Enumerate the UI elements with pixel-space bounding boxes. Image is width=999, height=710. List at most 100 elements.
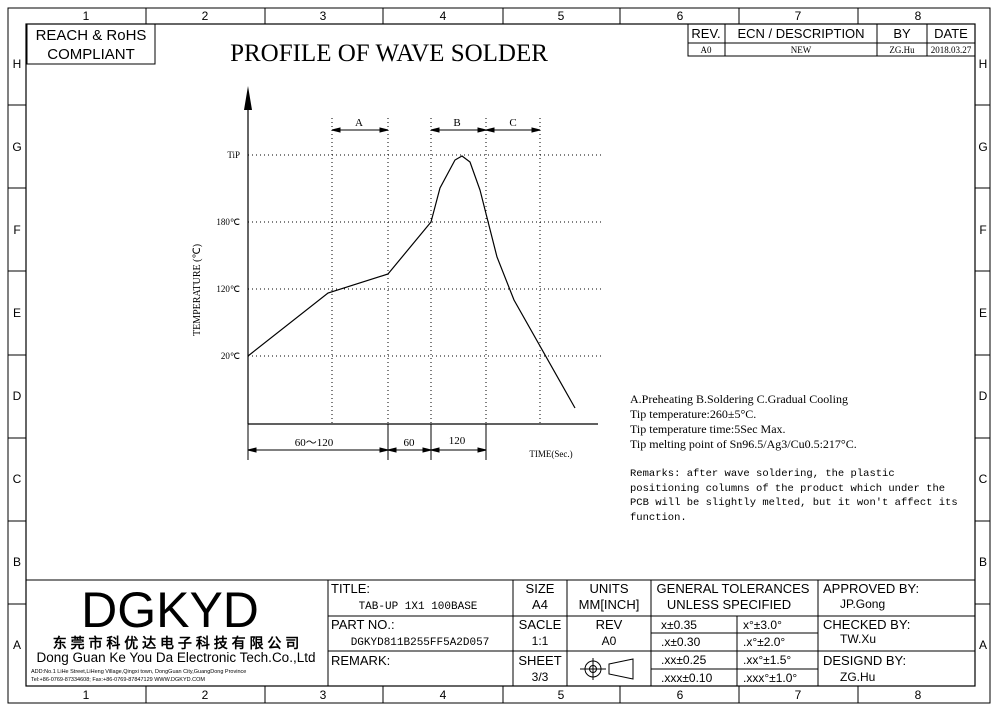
duration-label-ramp: 60	[404, 437, 416, 449]
row-label-left: C	[13, 472, 22, 486]
approved-label: APPROVED BY:	[823, 581, 919, 596]
row-label-right: B	[979, 555, 987, 569]
company-name-cn: 东 莞 市 科 优 达 电 子 科 技 有 限 公 司	[53, 635, 300, 651]
rev-value: A0	[701, 45, 712, 55]
row-label-left: F	[13, 223, 20, 237]
company-address: ADD:No.1 LiHe Street,LiHeng Village,Qing…	[31, 669, 246, 675]
profile-curve	[247, 155, 576, 409]
approved-value: JP.Gong	[840, 597, 885, 611]
rev-value-block: A0	[602, 634, 617, 648]
y-tick-label: 120℃	[216, 284, 240, 294]
tolerance-angular: x°±3.0°	[743, 618, 782, 632]
y-tick-label: 20℃	[221, 351, 240, 361]
row-label-right: C	[979, 472, 988, 486]
remarks-line: PCB will be slightly melted, but it won'…	[630, 497, 958, 509]
duration-label-preheat: 60～120	[295, 437, 334, 449]
by-header: BY	[893, 26, 911, 41]
y-axis-arrow	[244, 86, 252, 110]
col-label-top: 6	[677, 9, 684, 23]
zone-label-c: C	[509, 117, 516, 129]
title-value: TAB-UP 1X1 100BASE	[359, 601, 478, 613]
tolerance-linear: x±0.35	[661, 618, 697, 632]
col-label-top: 5	[558, 9, 565, 23]
title-block: DGKYD 东 莞 市 科 优 达 电 子 科 技 有 限 公 司 Dong G…	[26, 579, 975, 686]
tolerance-linear: .xxx±0.10	[661, 671, 713, 685]
scale-label: SACLE	[519, 617, 562, 632]
part-label: PART NO.:	[331, 617, 395, 632]
ecn-value: NEW	[791, 45, 812, 55]
col-label-bottom: 8	[915, 688, 922, 702]
units-label: UNITS	[590, 581, 629, 596]
zone-dimensions	[331, 127, 541, 133]
x-axis-label: TIME(Sec.)	[529, 449, 572, 459]
tolerance-angular: .x°±2.0°	[743, 635, 785, 649]
row-label-right: A	[979, 638, 987, 652]
notes-tip-time: Tip temperature time:5Sec Max.	[630, 422, 786, 436]
tolerance-angular: .xx°±1.5°	[743, 653, 791, 667]
duration-dimensions	[247, 424, 487, 460]
row-label-left: D	[13, 389, 22, 403]
compliance-box: REACH & RoHS COMPLIANT	[26, 23, 156, 65]
col-label-top: 4	[440, 9, 447, 23]
notes-tip-melt: Tip melting point of Sn96.5/Ag3/Cu0.5:21…	[630, 437, 857, 451]
duration-label-solder: 120	[449, 435, 466, 447]
compliance-line1: REACH & RoHS	[36, 27, 147, 44]
size-value: A4	[532, 597, 548, 612]
temperature-guides	[248, 154, 602, 357]
col-label-bottom: 5	[558, 688, 565, 702]
col-label-bottom: 4	[440, 688, 447, 702]
row-label-left: A	[13, 638, 21, 652]
row-label-right: G	[978, 140, 987, 154]
zone-label-b: B	[453, 117, 460, 129]
zone-label-a: A	[355, 117, 363, 129]
company-name-en: Dong Guan Ke You Da Electronic Tech.Co.,…	[37, 650, 316, 665]
revision-block: REV. ECN / DESCRIPTION BY DATE A0 NEW ZG…	[687, 23, 976, 57]
checked-value: TW.Xu	[840, 632, 876, 646]
date-value: 2018.03.27	[931, 45, 972, 55]
remark-label: REMARK:	[331, 653, 390, 668]
remarks-line: function.	[630, 512, 687, 524]
col-label-top: 3	[320, 9, 327, 23]
designed-label: DESIGND BY:	[823, 653, 906, 668]
col-label-top: 7	[795, 9, 802, 23]
notes-legend: A.Preheating B.Soldering C.Gradual Cooli…	[630, 392, 848, 406]
part-value: DGKYD811B255FF5A2D057	[351, 637, 490, 649]
sheet-label: SHEET	[518, 653, 561, 668]
col-label-bottom: 2	[202, 688, 209, 702]
size-label: SIZE	[526, 581, 555, 596]
row-label-right: D	[979, 389, 988, 403]
drawing-title: PROFILE OF WAVE SOLDER	[230, 40, 548, 67]
col-label-top: 8	[915, 9, 922, 23]
sheet-value: 3/3	[532, 670, 549, 684]
y-axis-label: TEMPERATURE (℃)	[192, 244, 203, 336]
notes-tip-temp: Tip temperature:260±5°C.	[630, 407, 756, 421]
company-contact: Tel:+86-0769-87334608; Fax:+86-0769-8784…	[31, 677, 205, 683]
remarks-line: positioning columns of the product which…	[630, 483, 945, 495]
sheet-frame	[7, 7, 991, 704]
first-angle-projection-icon	[580, 658, 634, 680]
col-label-bottom: 1	[83, 688, 90, 702]
remarks-note: Remarks: after wave soldering, the plast…	[630, 468, 958, 524]
solder-profile-chart: 20℃ 120℃ 180℃ TiP TEMPERATURE (℃) TIME(S…	[192, 86, 602, 460]
by-value: ZG.Hu	[889, 45, 915, 55]
rev-label: REV	[596, 617, 623, 632]
col-label-top: 2	[202, 9, 209, 23]
units-value: MM[INCH]	[579, 597, 640, 612]
process-notes: A.Preheating B.Soldering C.Gradual Cooli…	[630, 392, 857, 451]
designed-value: ZG.Hu	[840, 670, 875, 684]
date-header: DATE	[934, 26, 968, 41]
ecn-header: ECN / DESCRIPTION	[737, 26, 864, 41]
remarks-line: Remarks: after wave soldering, the plast…	[630, 468, 895, 480]
col-label-bottom: 7	[795, 688, 802, 702]
scale-value: 1:1	[532, 634, 549, 648]
checked-label: CHECKED BY:	[823, 617, 910, 632]
col-label-top: 1	[83, 9, 90, 23]
row-label-left: B	[13, 555, 21, 569]
y-tick-label: TiP	[227, 150, 240, 160]
compliance-line2: COMPLIANT	[47, 46, 135, 63]
time-guides	[331, 118, 541, 424]
row-label-left: H	[13, 57, 22, 71]
col-label-bottom: 3	[320, 688, 327, 702]
tolerance-heading-2: UNLESS SPECIFIED	[667, 597, 791, 612]
